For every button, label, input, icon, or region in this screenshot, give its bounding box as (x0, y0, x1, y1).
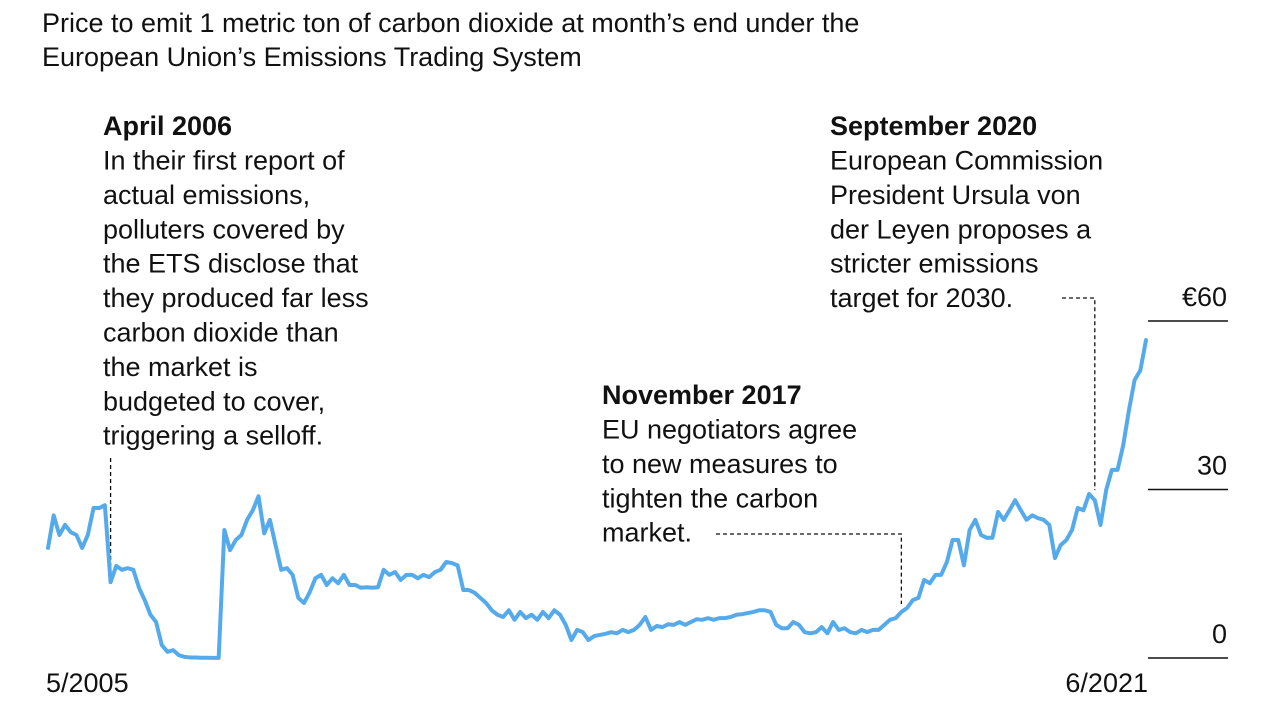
y-tick-label: €60 (1182, 282, 1227, 312)
annotation-text: budgeted to cover, (103, 386, 325, 416)
annotation-text: actual emissions, (103, 180, 310, 210)
annotation-text: EU negotiators agree (602, 415, 857, 445)
annotation-text: carbon dioxide than (103, 318, 339, 348)
annotation-leader (716, 533, 903, 604)
price-line (46, 338, 1148, 660)
annotation-text: stricter emissions (830, 249, 1039, 279)
chart-title: Price to emit 1 metric ton of carbon dio… (42, 8, 860, 72)
annotation-title: November 2017 (602, 380, 802, 410)
annotation-text: President Ursula von (830, 180, 1081, 210)
y-tick-label: 30 (1197, 451, 1227, 481)
annotation-text: target for 2030. (830, 283, 1013, 313)
annotation-text: the ETS disclose that (103, 249, 359, 279)
annotation-title: September 2020 (830, 111, 1037, 141)
annotation-text: der Leyen proposes a (830, 214, 1092, 244)
y-tick-label: 0 (1212, 619, 1227, 649)
annotation-text: market. (602, 518, 692, 548)
annotation-text: triggering a selloff. (103, 421, 323, 451)
annotation-text: polluters covered by (103, 214, 345, 244)
annotation-text: they produced far less (103, 283, 369, 313)
annotation-text: European Commission (830, 146, 1103, 176)
annotation-text: to new measures to (602, 449, 838, 479)
annotation-text: In their first report of (103, 146, 345, 176)
annotation-leader (1062, 297, 1096, 491)
annotation-text: tighten the carbon (602, 483, 818, 513)
annotation-title: April 2006 (103, 111, 232, 141)
x-tick-label: 5/2005 (46, 668, 129, 698)
annotation-text: the market is (103, 352, 258, 382)
x-tick-label: 6/2021 (1065, 668, 1148, 698)
